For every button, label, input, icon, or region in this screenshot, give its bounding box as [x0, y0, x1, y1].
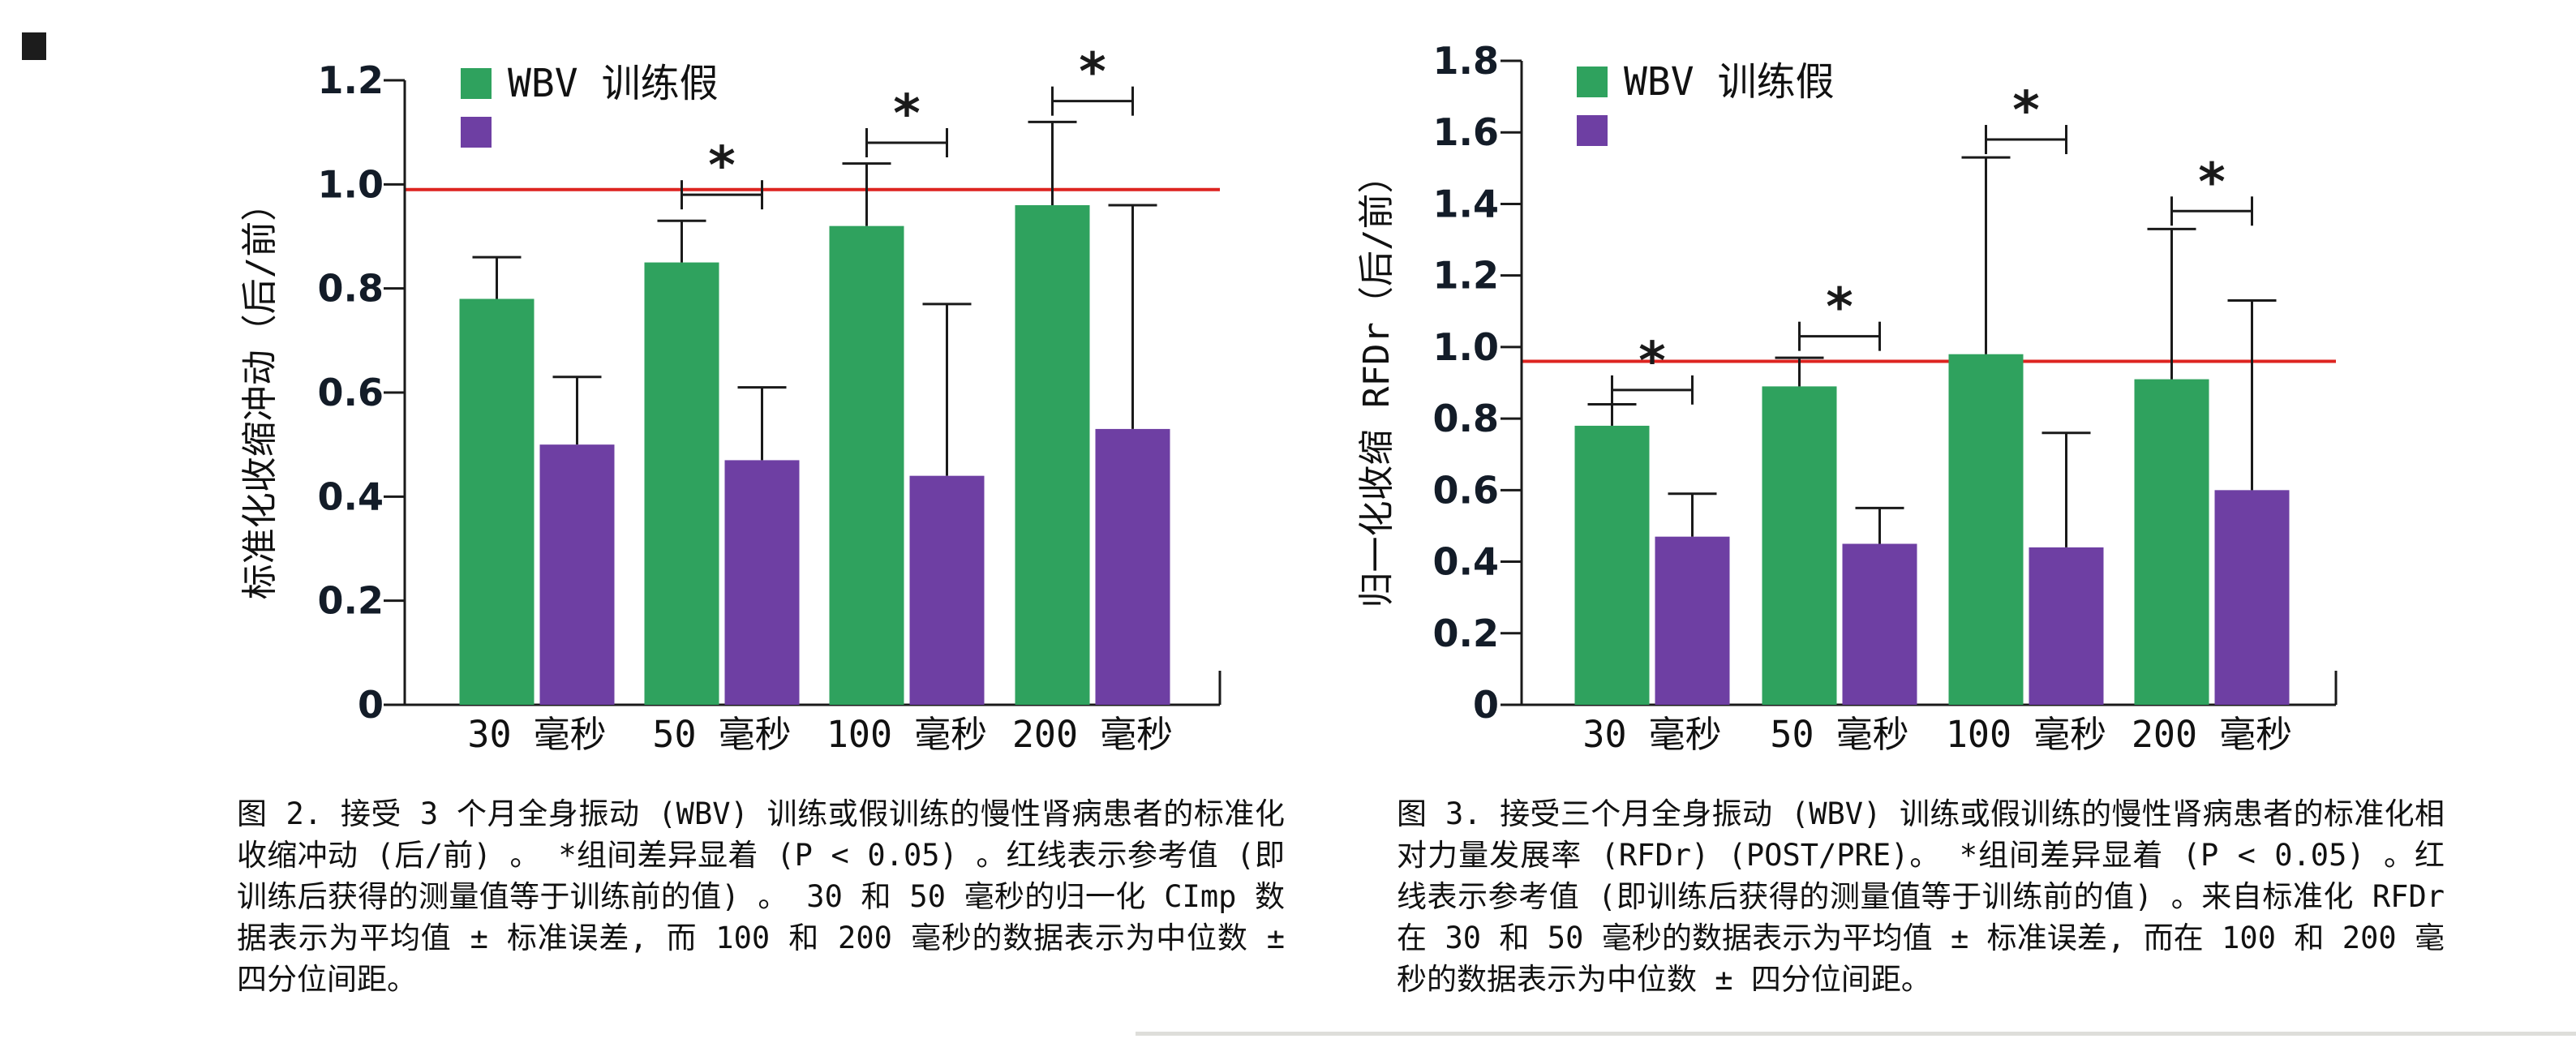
sham-bar: [1842, 543, 1917, 705]
x-tick-label: 100 毫秒: [826, 713, 987, 756]
y-tick-label: 0.6: [1433, 468, 1500, 512]
y-tick-label: 0: [358, 683, 384, 727]
wbv-bar: [1762, 386, 1837, 705]
y-tick-label: 0.2: [318, 579, 384, 623]
legend-swatch-sham: [1577, 115, 1608, 146]
x-tick-label: 200 毫秒: [2132, 713, 2292, 756]
sham-bar: [2029, 547, 2104, 705]
y-tick-label: 0.4: [318, 474, 384, 518]
y-tick-label: 1.0: [318, 162, 384, 206]
significance-bracket: *: [2170, 152, 2253, 226]
figure-2-caption: 图 2. 接受 3 个月全身振动 (WBV) 训练或假训练的慢性肾病患者的标准化…: [237, 796, 1285, 997]
y-tick-label: 0.2: [1433, 612, 1500, 655]
significance-bracket: *: [680, 136, 763, 210]
y-tick-label: 1.0: [1433, 325, 1500, 369]
legend-label: WBV 训练假: [1624, 59, 1835, 105]
figure-3-chart: 0 0.2 0.4 0.6 0.8 1.0 1.2 1.4 1.6 1.8 30 毫秒 50 毫秒 10…: [1356, 39, 2338, 756]
y-tick-label: 0.4: [1433, 540, 1500, 584]
y-axis-title: 归一化收缩 RFDr（后/前）: [1356, 158, 1397, 608]
y-tick-label: 1.4: [1433, 182, 1500, 225]
sham-bar: [1095, 428, 1170, 705]
sham-bar: [1655, 536, 1730, 705]
wbv-bar: [1015, 205, 1090, 705]
significance-star: *: [2198, 152, 2225, 212]
sham-bar: [909, 475, 985, 705]
sham-bar: [539, 444, 615, 705]
significance-star: *: [708, 136, 735, 196]
y-tick-label: 0.6: [318, 371, 384, 414]
wbv-bar: [2134, 379, 2209, 705]
significance-bracket: *: [1611, 332, 1694, 405]
wbv-bar: [829, 225, 904, 706]
significance-star: *: [1826, 278, 1853, 338]
x-tick-label: 200 毫秒: [1012, 713, 1173, 756]
y-tick-label: 0.8: [318, 267, 384, 311]
significance-bracket: *: [1985, 81, 2067, 155]
y-tick-label: 1.8: [1433, 39, 1500, 83]
legend-swatch-wbv: [461, 68, 492, 99]
significance-bracket: *: [1798, 278, 1881, 351]
x-tick-label: 50 毫秒: [652, 713, 791, 756]
significance-star: *: [1638, 332, 1665, 392]
significance-star: *: [1079, 43, 1106, 103]
legend-label: WBV 训练假: [508, 61, 719, 106]
legend-swatch-wbv: [1577, 67, 1608, 97]
sham-bar: [724, 460, 800, 705]
wbv-bar: [644, 262, 719, 705]
wbv-bar: [1948, 354, 2024, 705]
scan-artifact-mark: [22, 32, 46, 60]
wbv-bar: [1574, 425, 1650, 705]
page-edge-artifact: [1136, 1032, 2576, 1036]
x-tick-label: 100 毫秒: [1946, 713, 2106, 756]
sham-bar: [2214, 490, 2290, 705]
significance-bracket: *: [865, 84, 948, 157]
legend-swatch-sham: [461, 117, 492, 148]
y-tick-label: 0.8: [1433, 397, 1500, 440]
figure-2-chart: 0 0.2 0.4 0.6 0.8 1.0 1.2 30 毫秒 50 毫秒 100 毫秒 200 毫…: [239, 43, 1221, 756]
significance-star: *: [893, 84, 920, 144]
y-tick-label: 1.2: [318, 58, 384, 102]
x-tick-label: 50 毫秒: [1770, 713, 1908, 756]
y-tick-label: 0: [1473, 683, 1499, 727]
x-tick-label: 30 毫秒: [1582, 713, 1721, 756]
y-tick-label: 1.6: [1433, 110, 1500, 154]
y-tick-label: 1.2: [1433, 254, 1500, 298]
x-tick-label: 30 毫秒: [467, 713, 606, 756]
significance-star: *: [2012, 81, 2039, 141]
wbv-bar: [459, 298, 535, 705]
y-axis-title: 标准化收缩冲动（后/前）: [239, 186, 281, 600]
significance-bracket: *: [1051, 43, 1134, 116]
figure-3-caption: 图 3. 接受三个月全身振动 (WBV) 训练或假训练的慢性肾病患者的标准化相对…: [1397, 796, 2445, 997]
